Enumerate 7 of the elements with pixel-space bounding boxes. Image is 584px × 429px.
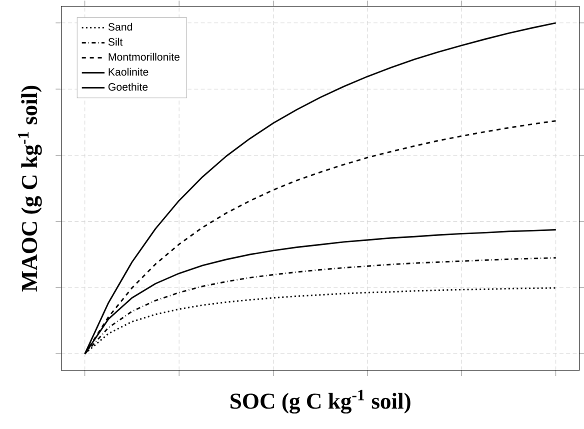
legend-label: Kaolinite <box>108 68 148 76</box>
legend-label: Silt <box>108 38 123 46</box>
y-axis-title: MAOC (g C kg$^{-1}$ soil) <box>18 86 42 292</box>
x-axis-title: SOC (g C kg$^{-1}$ soil) <box>230 390 410 414</box>
legend-label: Montmorillonite <box>108 52 180 61</box>
legend-label: Sand <box>108 22 132 31</box>
legend-label: Goethite <box>108 82 148 91</box>
